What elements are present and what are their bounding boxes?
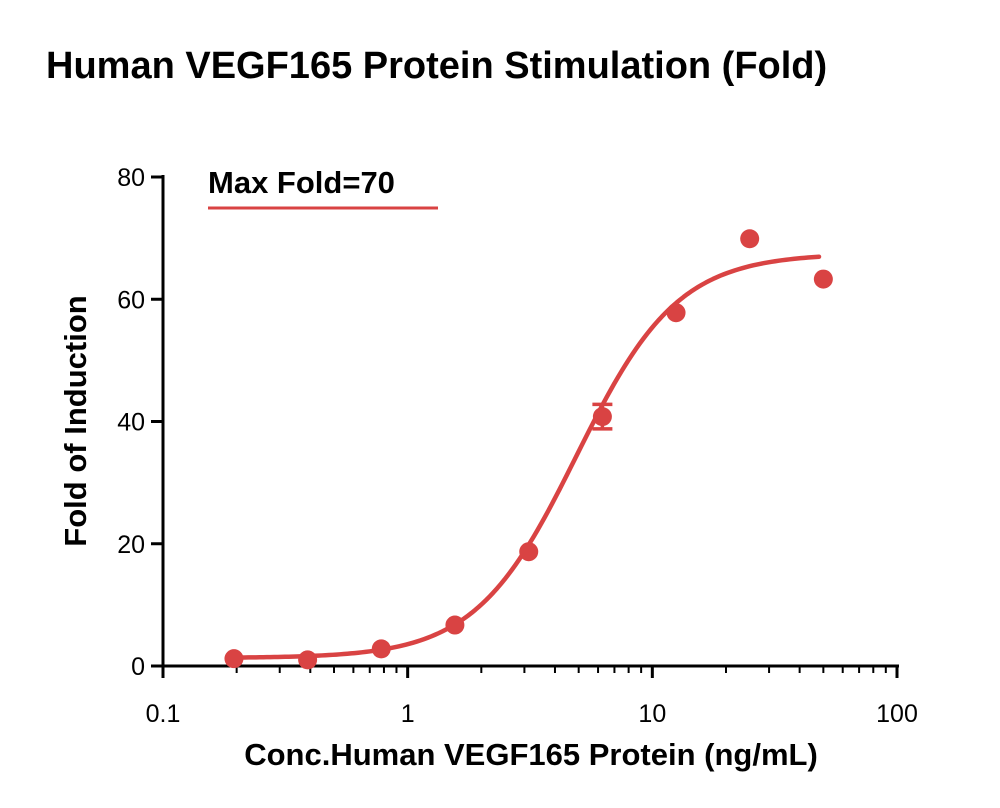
chart-title: Human VEGF165 Protein Stimulation (Fold) xyxy=(46,45,827,87)
x-axis-label: Conc.Human VEGF165 Protein (ng/mL) xyxy=(244,737,818,772)
y-tick-label-0: 0 xyxy=(131,653,145,681)
data-point-3 xyxy=(445,615,465,635)
axis-ticks: 0 20 40 60 80 0.1 1 10 100 xyxy=(117,164,918,728)
fit-curve xyxy=(231,254,822,660)
axes xyxy=(161,175,899,668)
x-tick-label-100: 100 xyxy=(876,700,918,728)
data-point-0 xyxy=(224,649,244,669)
data-point-2 xyxy=(371,639,391,659)
y-tick-label-60: 60 xyxy=(117,286,145,314)
data-point-5 xyxy=(592,407,612,427)
x-tick-label-1: 1 xyxy=(401,700,415,728)
data-point-1 xyxy=(298,650,318,670)
legend-label: Max Fold=70 xyxy=(208,165,395,200)
data-point-4 xyxy=(519,542,539,562)
x-tick-label-10: 10 xyxy=(638,700,666,728)
y-axis-label: Fold of Induction xyxy=(58,295,93,546)
legend: Max Fold=70 xyxy=(208,165,438,210)
x-tick-label-0.1: 0.1 xyxy=(146,700,181,728)
fit-curve-group xyxy=(231,254,822,660)
data-point-8 xyxy=(813,269,833,289)
y-tick-label-20: 20 xyxy=(117,531,145,559)
data-points xyxy=(224,229,833,670)
data-point-7 xyxy=(740,229,760,249)
y-tick-label-80: 80 xyxy=(117,164,145,192)
y-tick-label-40: 40 xyxy=(117,409,145,437)
data-point-6 xyxy=(666,303,686,323)
